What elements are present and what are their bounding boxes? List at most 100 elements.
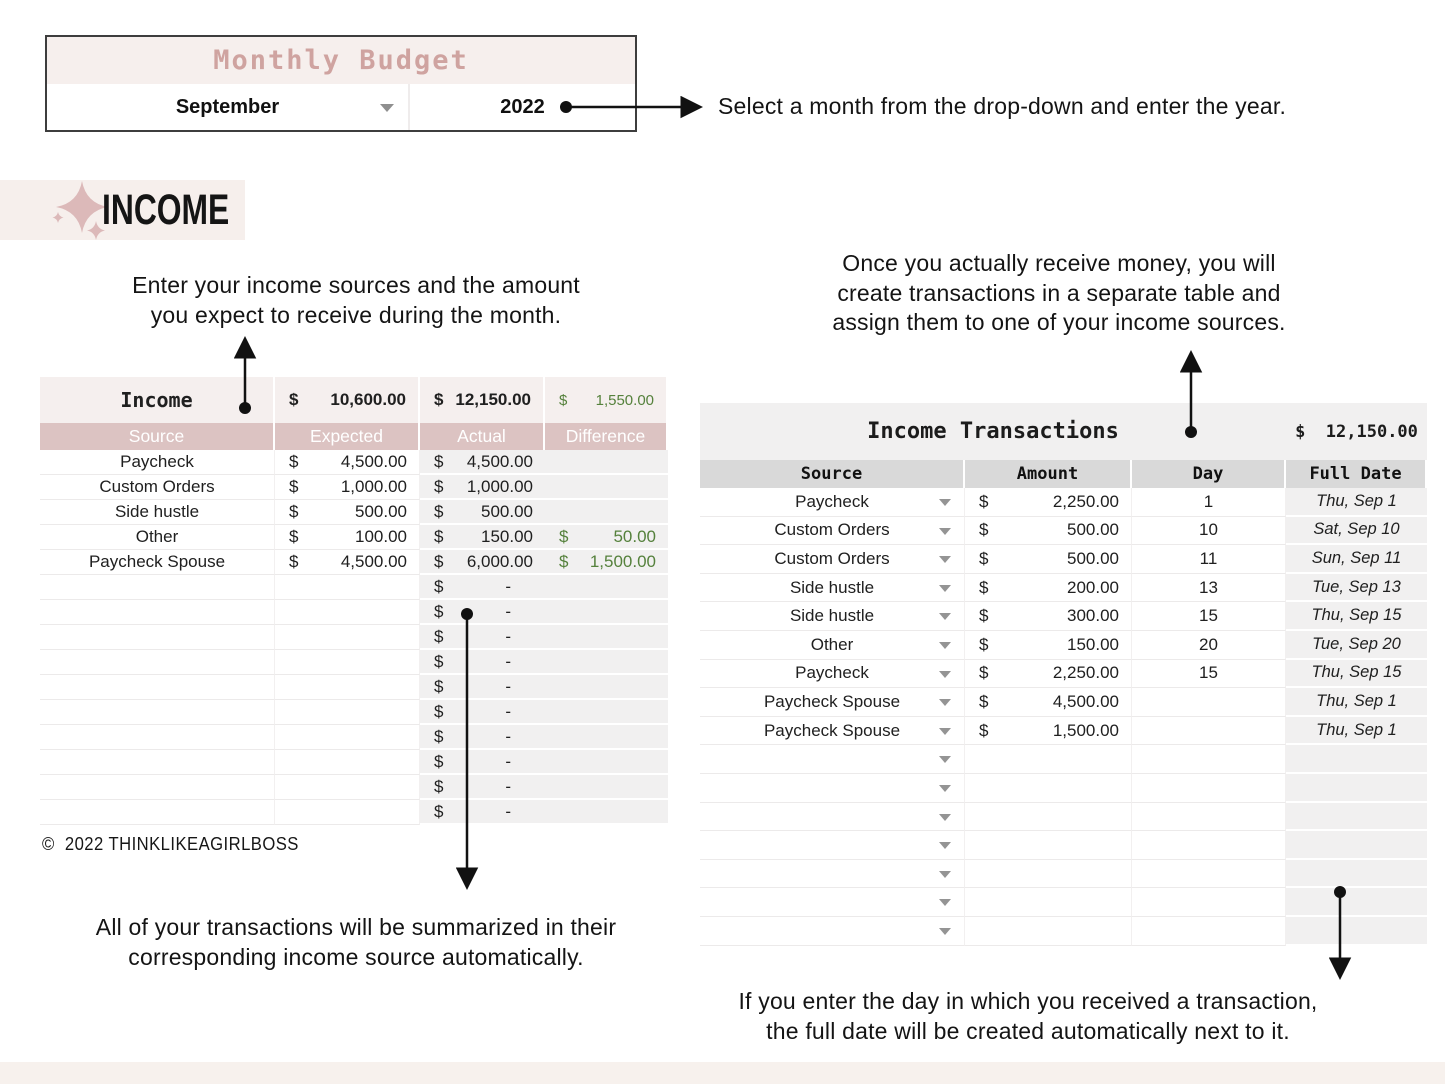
transaction-amount-cell[interactable]: $4,500.00 xyxy=(965,688,1132,717)
income-difference-cell[interactable] xyxy=(545,725,668,750)
income-source-cell[interactable]: Side hustle xyxy=(40,500,275,525)
transaction-day-cell[interactable] xyxy=(1132,745,1286,774)
transaction-day-cell[interactable]: 10 xyxy=(1132,516,1286,546)
transaction-day-cell[interactable] xyxy=(1132,716,1286,746)
income-source-cell[interactable] xyxy=(40,650,275,675)
income-source-cell[interactable] xyxy=(40,575,275,600)
transaction-amount-cell[interactable]: $2,250.00 xyxy=(965,488,1132,517)
income-expected-cell[interactable] xyxy=(275,650,420,675)
income-expected-cell[interactable] xyxy=(275,600,420,625)
month-dropdown[interactable]: September xyxy=(47,84,410,130)
income-difference-cell[interactable] xyxy=(545,625,668,650)
transaction-source-dropdown[interactable] xyxy=(700,888,965,917)
transaction-amount-cell[interactable] xyxy=(965,888,1132,917)
transaction-amount-cell[interactable]: $150.00 xyxy=(965,630,1132,660)
income-source-cell[interactable] xyxy=(40,775,275,800)
income-expected-cell[interactable] xyxy=(275,625,420,650)
income-difference-cell[interactable] xyxy=(545,575,668,600)
transaction-day-cell[interactable]: 20 xyxy=(1132,630,1286,660)
transaction-day-cell[interactable] xyxy=(1132,888,1286,917)
income-expected-cell[interactable] xyxy=(275,700,420,725)
transaction-source-dropdown[interactable] xyxy=(700,745,965,774)
transaction-amount-cell[interactable]: $200.00 xyxy=(965,573,1132,603)
income-source-cell[interactable]: Other xyxy=(40,525,275,550)
transaction-day-cell[interactable] xyxy=(1132,831,1286,860)
transaction-day-cell[interactable]: 15 xyxy=(1132,659,1286,689)
income-expected-cell[interactable]: $100.00 xyxy=(275,525,420,550)
year-field[interactable]: 2022 xyxy=(410,84,635,130)
income-difference-cell[interactable]: $1,500.00 xyxy=(545,550,668,575)
income-difference-cell[interactable] xyxy=(545,475,668,500)
transaction-source-dropdown[interactable] xyxy=(700,831,965,860)
income-difference-cell[interactable] xyxy=(545,775,668,800)
income-difference-cell[interactable] xyxy=(545,500,668,525)
income-source-cell[interactable]: Custom Orders xyxy=(40,475,275,500)
income-difference-cell[interactable] xyxy=(545,450,668,475)
income-expected-cell[interactable]: $4,500.00 xyxy=(275,450,420,475)
income-actual-cell[interactable]: $ - xyxy=(420,625,545,650)
transaction-amount-cell[interactable] xyxy=(965,773,1132,803)
income-difference-cell[interactable]: $50.00 xyxy=(545,525,668,550)
income-expected-cell[interactable] xyxy=(275,800,420,825)
income-difference-cell[interactable] xyxy=(545,700,668,725)
income-expected-cell[interactable] xyxy=(275,725,420,750)
income-difference-cell[interactable] xyxy=(545,650,668,675)
transaction-day-cell[interactable]: 13 xyxy=(1132,573,1286,603)
transaction-source-dropdown[interactable]: Paycheck Spouse xyxy=(700,716,965,746)
income-actual-cell[interactable]: $500.00 xyxy=(420,500,545,525)
income-actual-cell[interactable]: $ - xyxy=(420,650,545,675)
income-source-cell[interactable] xyxy=(40,800,275,825)
income-actual-cell[interactable]: $ - xyxy=(420,575,545,600)
income-expected-cell[interactable]: $1,000.00 xyxy=(275,475,420,500)
income-source-cell[interactable] xyxy=(40,725,275,750)
transaction-amount-cell[interactable]: $500.00 xyxy=(965,516,1132,546)
income-actual-cell[interactable]: $ - xyxy=(420,600,545,625)
transaction-amount-cell[interactable] xyxy=(965,745,1132,774)
transaction-amount-cell[interactable] xyxy=(965,916,1132,946)
transaction-day-cell[interactable]: 11 xyxy=(1132,545,1286,574)
transaction-source-dropdown[interactable]: Custom Orders xyxy=(700,516,965,546)
income-difference-cell[interactable] xyxy=(545,600,668,625)
transaction-day-cell[interactable] xyxy=(1132,916,1286,946)
income-expected-cell[interactable] xyxy=(275,575,420,600)
income-actual-cell[interactable]: $ - xyxy=(420,675,545,700)
income-actual-cell[interactable]: $ - xyxy=(420,775,545,800)
transaction-source-dropdown[interactable] xyxy=(700,859,965,889)
transaction-amount-cell[interactable] xyxy=(965,859,1132,889)
income-expected-cell[interactable]: $500.00 xyxy=(275,500,420,525)
transaction-source-dropdown[interactable]: Paycheck Spouse xyxy=(700,688,965,717)
transaction-amount-cell[interactable] xyxy=(965,802,1132,832)
income-source-cell[interactable]: Paycheck xyxy=(40,450,275,475)
income-actual-cell[interactable]: $4,500.00 xyxy=(420,450,545,475)
transaction-day-cell[interactable]: 1 xyxy=(1132,488,1286,517)
transaction-amount-cell[interactable] xyxy=(965,831,1132,860)
income-actual-cell[interactable]: $1,000.00 xyxy=(420,475,545,500)
income-source-cell[interactable] xyxy=(40,600,275,625)
transaction-source-dropdown[interactable] xyxy=(700,802,965,832)
transaction-amount-cell[interactable]: $300.00 xyxy=(965,602,1132,631)
transaction-day-cell[interactable]: 15 xyxy=(1132,602,1286,631)
transaction-day-cell[interactable] xyxy=(1132,802,1286,832)
transaction-day-cell[interactable] xyxy=(1132,688,1286,717)
transaction-amount-cell[interactable]: $500.00 xyxy=(965,545,1132,574)
transaction-day-cell[interactable] xyxy=(1132,773,1286,803)
transaction-source-dropdown[interactable] xyxy=(700,773,965,803)
income-source-cell[interactable] xyxy=(40,750,275,775)
income-difference-cell[interactable] xyxy=(545,800,668,825)
income-actual-cell[interactable]: $6,000.00 xyxy=(420,550,545,575)
income-actual-cell[interactable]: $150.00 xyxy=(420,525,545,550)
transaction-source-dropdown[interactable]: Paycheck xyxy=(700,488,965,517)
transaction-source-dropdown[interactable] xyxy=(700,916,965,946)
income-expected-cell[interactable] xyxy=(275,775,420,800)
income-expected-cell[interactable]: $4,500.00 xyxy=(275,550,420,575)
transaction-amount-cell[interactable]: $2,250.00 xyxy=(965,659,1132,689)
income-source-cell[interactable] xyxy=(40,700,275,725)
income-actual-cell[interactable]: $ - xyxy=(420,700,545,725)
transaction-source-dropdown[interactable]: Side hustle xyxy=(700,602,965,631)
income-difference-cell[interactable] xyxy=(545,750,668,775)
income-expected-cell[interactable] xyxy=(275,750,420,775)
transaction-source-dropdown[interactable]: Custom Orders xyxy=(700,545,965,574)
transaction-source-dropdown[interactable]: Paycheck xyxy=(700,659,965,689)
income-source-cell[interactable]: Paycheck Spouse xyxy=(40,550,275,575)
income-source-cell[interactable] xyxy=(40,625,275,650)
